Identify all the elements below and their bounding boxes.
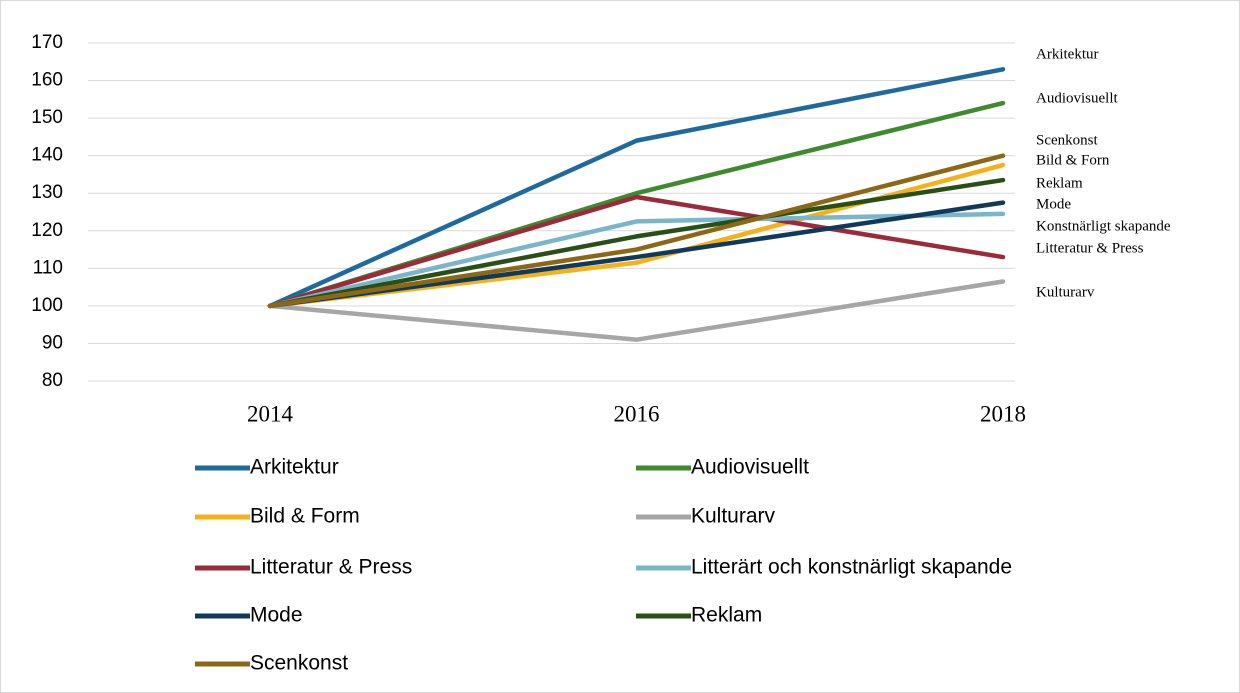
legend-label: Kulturarv [691,505,776,528]
annotation: Litteratur & Press [1036,240,1144,256]
legend-label: Scenkonst [250,652,348,675]
annotation: Arkitektur [1036,46,1098,62]
y-tick-label: 80 [42,370,63,391]
series-line [267,211,1006,309]
y-tick-label: 100 [31,295,63,316]
y-tick-label: 90 [42,332,63,353]
x-tick-label: 2014 [247,401,294,426]
series-line [267,177,1006,309]
legend-label: Reklam [691,604,762,627]
y-tick-label: 130 [31,182,63,203]
legend-label: Bild & Form [250,505,360,528]
x-tick-label: 2016 [614,401,660,426]
annotation: Kulturarv [1036,284,1095,300]
series-line [267,200,1006,309]
series-line [267,279,1006,342]
annotation: Scenkonst [1036,132,1098,148]
x-tick-label: 2018 [980,401,1026,426]
y-tick-label: 140 [31,145,63,166]
annotation: Mode [1036,196,1071,212]
annotation: Audiovisuellt [1036,90,1118,106]
legend-label: Mode [250,604,303,627]
series-line [267,153,1006,309]
y-tick-label: 150 [31,107,63,128]
y-tick-label: 160 [31,70,63,91]
legend-label: Audiovisuellt [691,456,809,479]
series-line [267,67,1006,309]
legend-label: Litterärt och konstnärligt skapande [691,556,1012,579]
legend-label: Litteratur & Press [250,556,412,579]
annotation: Bild & Forn [1036,152,1110,168]
y-tick-label: 110 [33,257,63,278]
y-tick-label: 120 [31,220,63,241]
series-line [267,194,1006,309]
annotation: Konstnärligt skapande [1036,218,1171,234]
legend-label: Arkitektur [250,456,339,479]
annotation: Reklam [1036,175,1083,191]
y-tick-label: 170 [31,32,63,53]
